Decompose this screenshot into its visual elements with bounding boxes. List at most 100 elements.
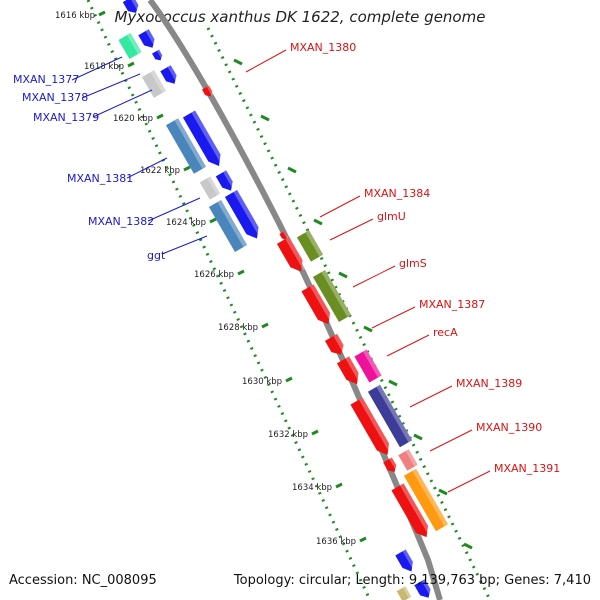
gene-feature-highlight xyxy=(167,65,180,83)
callout-line xyxy=(429,429,473,452)
ruler-tick xyxy=(363,325,373,333)
gene-label[interactable]: glmU xyxy=(377,210,406,223)
gene-feature[interactable] xyxy=(350,397,394,459)
gene-label[interactable]: MXAN_1378 xyxy=(22,91,88,104)
gene-feature[interactable] xyxy=(138,29,158,51)
gene-feature-shape xyxy=(395,549,413,572)
map-title: Myxococcus xanthus DK 1622, complete gen… xyxy=(114,8,486,26)
ruler-dotted-lines xyxy=(86,0,492,600)
gene-feature-highlight xyxy=(389,457,399,472)
gene-feature[interactable] xyxy=(398,449,418,471)
gene-feature-highlight xyxy=(130,0,142,12)
gene-feature-shape xyxy=(324,333,344,355)
ruler-tick xyxy=(338,271,348,279)
gene-label[interactable]: MXAN_1382 xyxy=(88,215,154,228)
ruler-label: 1622 kbp xyxy=(140,166,180,176)
gene-feature[interactable] xyxy=(122,0,142,16)
gene-feature[interactable] xyxy=(367,384,413,448)
gene-feature-highlight xyxy=(362,349,382,378)
gene-feature-highlight xyxy=(150,70,167,93)
gene-label[interactable]: MXAN_1390 xyxy=(476,421,542,434)
gene-feature-shape xyxy=(165,118,207,174)
gene-feature[interactable] xyxy=(324,333,348,358)
gene-feature-shape xyxy=(141,70,167,98)
ruler-tick xyxy=(209,217,217,224)
gene-feature-shape xyxy=(336,356,359,385)
gene-feature[interactable] xyxy=(208,199,248,253)
gene-feature[interactable] xyxy=(414,579,434,600)
callout-line xyxy=(409,385,453,408)
gene-feature-highlight xyxy=(174,118,207,169)
gene-feature[interactable] xyxy=(215,170,237,193)
gene-feature[interactable] xyxy=(202,85,214,99)
ruler-tick xyxy=(463,542,473,550)
gene-label[interactable]: MXAN_1391 xyxy=(494,462,560,475)
gene-feature[interactable] xyxy=(279,231,289,241)
ruler-line-left xyxy=(86,0,372,600)
gene-label[interactable]: recA xyxy=(433,326,458,339)
gene-feature[interactable] xyxy=(301,284,335,327)
gene-feature[interactable] xyxy=(395,549,417,574)
gene-label[interactable]: MXAN_1381 xyxy=(67,172,133,185)
gene-feature-shape xyxy=(391,483,429,538)
gene-feature[interactable] xyxy=(152,49,164,63)
gene-feature[interactable] xyxy=(336,356,364,387)
gene-feature-highlight xyxy=(223,170,237,190)
gene-feature-highlight xyxy=(233,189,264,238)
gene-feature[interactable] xyxy=(383,457,399,474)
gene-feature-shape xyxy=(160,65,177,84)
ruler-tick xyxy=(98,10,106,17)
gene-feature[interactable] xyxy=(391,483,433,540)
gene-label[interactable]: MXAN_1384 xyxy=(364,187,430,200)
gene-feature[interactable] xyxy=(312,269,352,323)
ruler-tick xyxy=(359,536,367,543)
gene-feature-highlight xyxy=(309,284,335,323)
ruler-tick xyxy=(156,113,164,120)
gene-label[interactable]: MXAN_1387 xyxy=(419,298,485,311)
callout-line xyxy=(161,235,208,255)
gene-feature[interactable] xyxy=(276,236,308,275)
gene-feature-highlight xyxy=(421,579,434,597)
gene-feature[interactable] xyxy=(141,70,167,98)
gene-feature[interactable] xyxy=(224,189,264,242)
gene-feature-highlight xyxy=(358,397,394,454)
gene-feature-highlight xyxy=(402,549,417,571)
gene-feature-shape xyxy=(138,29,155,48)
gene-feature[interactable] xyxy=(165,118,207,174)
gene-feature-shape xyxy=(350,397,390,455)
callout-line xyxy=(126,157,168,179)
gene-feature-shape xyxy=(312,269,352,323)
ruler-tick xyxy=(260,114,270,122)
gene-feature-shape xyxy=(396,586,412,600)
ruler-tick xyxy=(335,482,343,489)
genome-backbone xyxy=(147,0,443,600)
gene-feature[interactable] xyxy=(403,468,449,532)
gene-feature[interactable] xyxy=(118,32,142,60)
gene-feature-shape xyxy=(354,349,382,383)
gene-label[interactable]: ggt xyxy=(147,249,166,262)
gene-label[interactable]: glmS xyxy=(399,257,427,270)
ruler-tick xyxy=(413,433,423,441)
gene-feature[interactable] xyxy=(160,65,180,87)
gene-feature[interactable] xyxy=(199,176,221,200)
gene-feature-shape xyxy=(403,468,449,532)
gene-feature-shape xyxy=(383,457,397,473)
callout-line xyxy=(329,218,374,241)
gene-label[interactable]: MXAN_1379 xyxy=(33,111,99,124)
ruler-tick xyxy=(311,429,319,436)
gene-feature-shape xyxy=(118,32,142,60)
gene-feature[interactable] xyxy=(182,110,226,170)
genome-summary: Topology: circular; Length: 9,139,763 bp… xyxy=(233,573,591,588)
gene-feature[interactable] xyxy=(354,349,382,383)
gene-feature-shape xyxy=(182,110,221,166)
gene-label[interactable]: MXAN_1380 xyxy=(290,41,356,54)
gene-label[interactable]: MXAN_1377 xyxy=(13,73,79,86)
ruler-label: 1626 kbp xyxy=(194,270,234,280)
gene-label[interactable]: MXAN_1389 xyxy=(456,377,522,390)
gene-feature-highlight xyxy=(191,110,226,165)
gene-feature[interactable] xyxy=(396,586,412,600)
callout-line xyxy=(371,306,416,329)
gene-feature-highlight xyxy=(333,333,348,354)
gene-feature[interactable] xyxy=(296,230,324,262)
